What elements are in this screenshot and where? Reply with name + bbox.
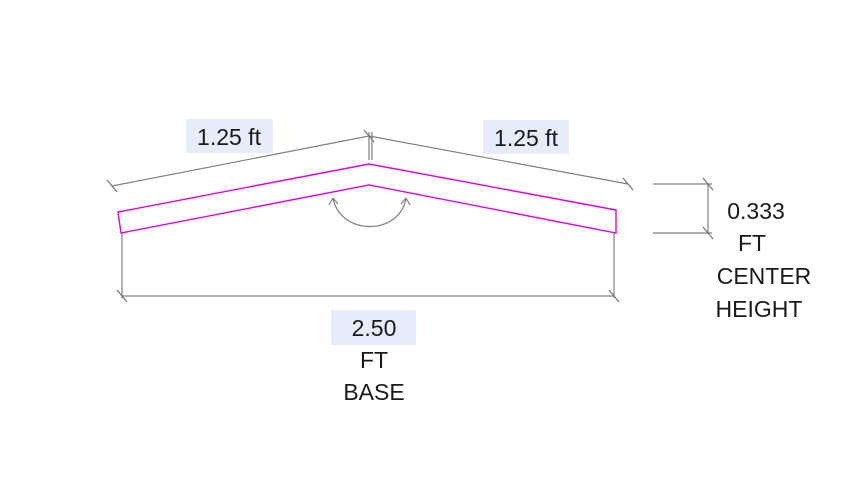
base-label-bg — [331, 310, 416, 345]
left-slope-label-bg — [186, 119, 273, 153]
center-height-unit: FT — [738, 230, 766, 256]
center-height-label-line1: CENTER — [717, 263, 812, 289]
angle-arc-icon — [328, 197, 411, 228]
center-height-value: 0.333 — [727, 198, 785, 224]
base-dimension — [116, 289, 620, 303]
right-slope-label-bg — [483, 120, 569, 154]
right-slope-dimension — [368, 132, 634, 191]
base-unit: FT — [360, 347, 388, 373]
center-height-dimension — [653, 177, 714, 240]
base-value: 2.50 — [352, 315, 397, 341]
base-label: BASE — [343, 379, 404, 405]
right-slope-label: 1.25 ft — [494, 125, 559, 151]
left-slope-label: 1.25 ft — [197, 124, 262, 150]
center-height-label-line2: HEIGHT — [716, 296, 803, 322]
bent-part-outline — [117, 163, 617, 234]
